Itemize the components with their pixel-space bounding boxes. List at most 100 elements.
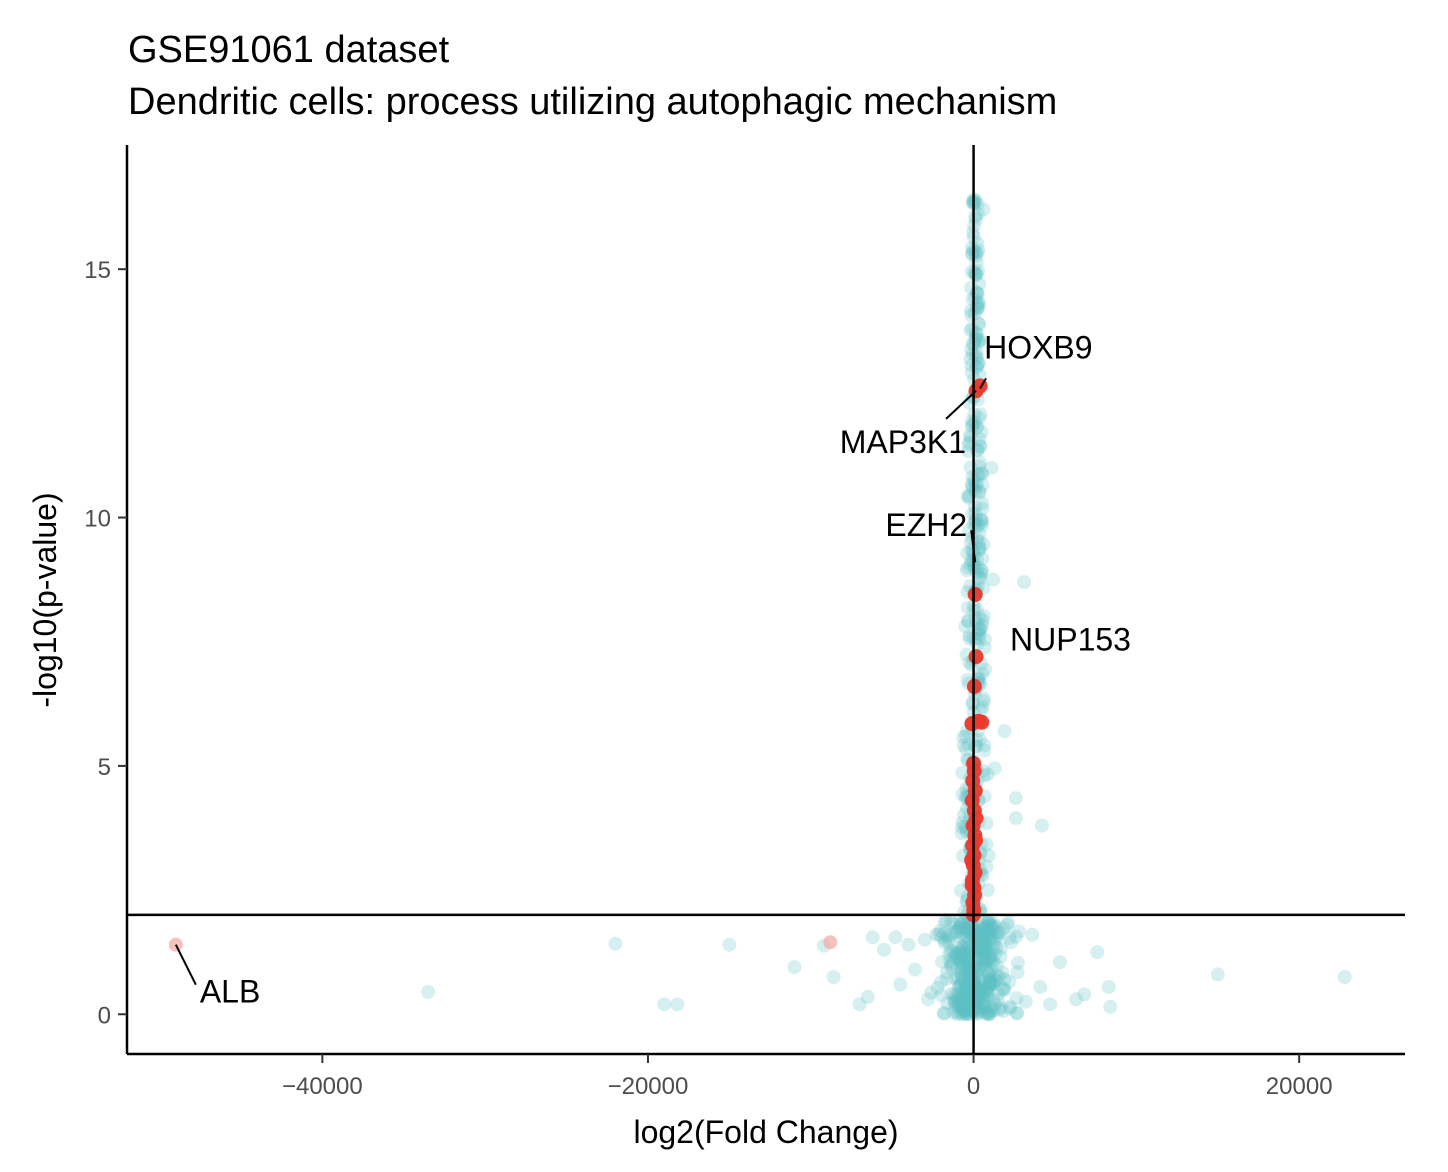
background-point xyxy=(975,956,990,971)
background-point xyxy=(968,957,983,972)
background-point xyxy=(949,1005,964,1020)
outlier-point xyxy=(1210,967,1225,982)
outlier-point xyxy=(1337,970,1352,985)
outlier-point xyxy=(722,937,737,952)
background-point xyxy=(949,988,964,1003)
background-point xyxy=(974,562,989,577)
gene-label: NUP153 xyxy=(1010,622,1131,658)
outlier-point xyxy=(987,761,1002,776)
background-point xyxy=(937,933,952,948)
background-point xyxy=(972,459,987,474)
background-point xyxy=(941,934,956,949)
background-point xyxy=(975,618,990,633)
outlier-point xyxy=(990,925,1005,940)
chart-title-line-2: Dendritic cells: process utilizing autop… xyxy=(128,81,1057,123)
background-point xyxy=(947,951,962,966)
background-point xyxy=(980,882,995,897)
background-point xyxy=(978,926,993,941)
background-point xyxy=(937,1005,952,1020)
background-point xyxy=(955,940,970,955)
background-point xyxy=(954,917,969,932)
background-point xyxy=(960,998,975,1013)
background-point xyxy=(953,953,968,968)
background-point xyxy=(979,981,994,996)
outlier-point xyxy=(670,997,685,1012)
background-point xyxy=(956,730,971,745)
data-points xyxy=(168,192,1352,1022)
background-point xyxy=(975,943,990,958)
outlier-point xyxy=(1017,575,1032,590)
background-point xyxy=(964,543,979,558)
background-point xyxy=(978,982,993,997)
background-point xyxy=(982,924,997,939)
outlier-point xyxy=(1101,979,1116,994)
background-point xyxy=(961,985,976,1000)
background-point xyxy=(968,290,983,305)
background-point xyxy=(956,945,971,960)
background-point xyxy=(1003,999,1018,1014)
background-point xyxy=(997,983,1012,998)
background-point xyxy=(964,280,979,295)
x-tick-label: −20000 xyxy=(608,1073,689,1100)
background-point xyxy=(934,988,949,1003)
background-point xyxy=(952,921,967,936)
background-point xyxy=(972,332,987,347)
gene-label: EZH2 xyxy=(885,507,967,543)
background-point xyxy=(973,571,988,586)
background-point xyxy=(989,958,1004,973)
background-point xyxy=(972,610,987,625)
background-point xyxy=(991,986,1006,1001)
background-point xyxy=(971,335,986,350)
background-point xyxy=(965,968,980,983)
background-point xyxy=(946,1005,961,1020)
background-point xyxy=(953,977,968,992)
background-point xyxy=(961,490,976,505)
background-point xyxy=(972,333,987,348)
background-point xyxy=(943,914,958,929)
background-point xyxy=(964,240,979,255)
background-point xyxy=(961,971,976,986)
background-point xyxy=(974,934,989,949)
background-point xyxy=(973,940,988,955)
highlight-point xyxy=(974,714,990,730)
background-point xyxy=(958,957,973,972)
outlier-point xyxy=(852,997,867,1012)
background-point xyxy=(968,966,983,981)
background-point xyxy=(952,913,967,928)
background-point xyxy=(961,993,976,1008)
background-point xyxy=(953,916,968,931)
background-point xyxy=(979,859,994,874)
background-point xyxy=(984,975,999,990)
background-point xyxy=(965,927,980,942)
background-point xyxy=(948,999,963,1014)
background-point xyxy=(973,621,988,636)
background-point xyxy=(983,1004,998,1019)
gene-label-leader xyxy=(970,530,977,563)
background-point xyxy=(976,999,991,1014)
background-point xyxy=(965,990,980,1005)
outlier-point xyxy=(1004,935,1019,950)
background-point xyxy=(954,958,969,973)
background-point xyxy=(972,981,987,996)
outlier-point xyxy=(1033,979,1048,994)
background-point xyxy=(983,977,998,992)
background-point xyxy=(956,948,971,963)
background-point xyxy=(957,921,972,936)
background-point xyxy=(1011,924,1026,939)
background-point xyxy=(980,963,995,978)
outlier-point xyxy=(826,970,841,985)
background-point xyxy=(968,611,983,626)
gene-label: ALB xyxy=(200,974,260,1010)
background-point xyxy=(958,951,973,966)
outlier-point xyxy=(893,977,908,992)
outlier-point xyxy=(934,974,949,989)
outlier-point xyxy=(976,202,991,217)
background-point xyxy=(941,930,956,945)
background-point xyxy=(946,916,961,931)
background-point xyxy=(951,993,966,1008)
x-axis-title: log2(Fold Change) xyxy=(633,1114,898,1150)
background-point xyxy=(983,976,998,991)
background-point xyxy=(945,956,960,971)
background-point xyxy=(969,267,984,282)
background-point xyxy=(982,979,997,994)
